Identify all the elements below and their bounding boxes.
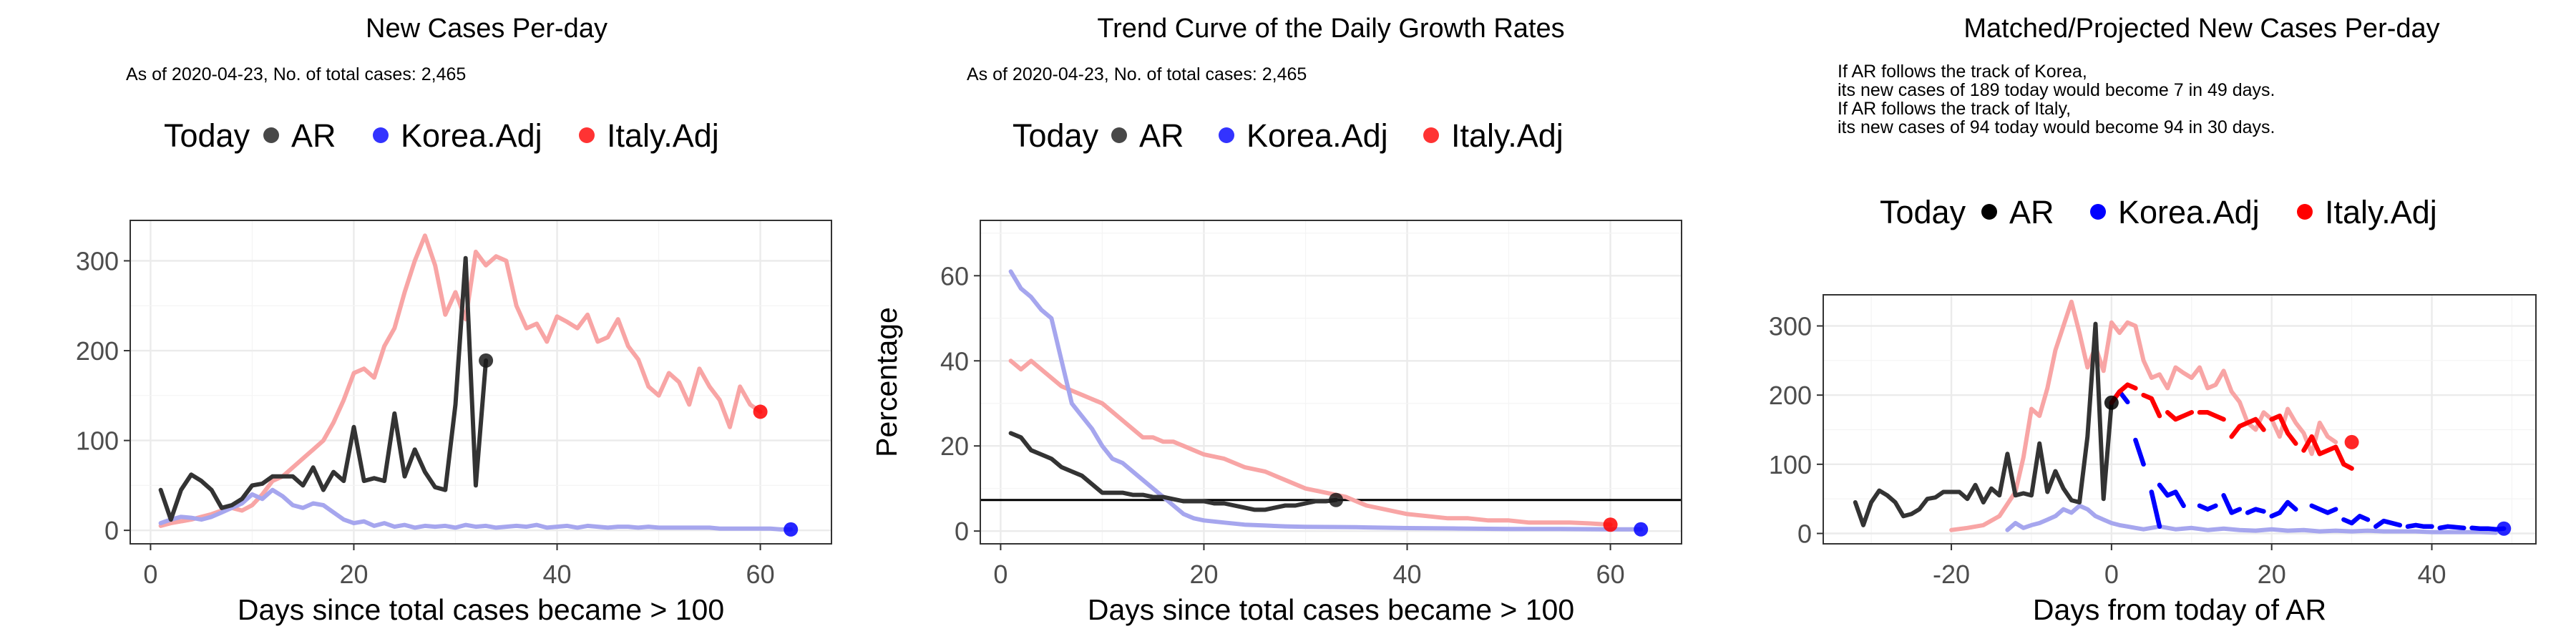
x-tick-label: 40 [2417, 560, 2446, 589]
chart-panel-2: Trend Curve of the Daily Growth Rates As … [870, 14, 1682, 626]
legend-key-marker [2297, 204, 2313, 220]
today-point-italy-adj [1604, 517, 1618, 532]
y-tick-label: 100 [76, 426, 119, 456]
today-point-italy-adj [2345, 435, 2359, 449]
y-tick-label: 20 [940, 431, 969, 461]
legend-entry-label: Korea.Adj [1246, 117, 1388, 154]
x-tick-label: 40 [542, 560, 571, 589]
x-axis-title: Days from today of AR [2033, 593, 2326, 626]
legend-entry-label: Italy.Adj [1451, 117, 1563, 154]
y-tick-label: 40 [940, 346, 969, 376]
x-tick-label: 0 [993, 560, 1008, 589]
series-line-korea-adj-projected [2408, 525, 2432, 527]
legend-entry-label: AR [291, 117, 336, 154]
today-point-korea-adj [2497, 522, 2511, 536]
today-point-italy-adj [753, 404, 768, 419]
chart-subtitle: As of 2020-04-23, No. of total cases: 2,… [126, 64, 466, 84]
x-tick-label: -20 [1933, 560, 1970, 589]
legend-entry-label: Korea.Adj [401, 117, 542, 154]
legend-key-marker [1423, 127, 1439, 143]
legend-title: Today [1013, 117, 1099, 154]
y-tick-label: 200 [1769, 381, 1812, 410]
chart-subtitle: If AR follows the track of Korea, [1838, 62, 2087, 82]
x-tick-label: 20 [339, 560, 368, 589]
x-tick-label: 0 [2104, 560, 2119, 589]
legend-key-marker [579, 127, 595, 143]
today-point-korea-adj [784, 522, 798, 537]
y-tick-label: 300 [1769, 312, 1812, 341]
x-tick-label: 60 [1596, 560, 1625, 589]
legend: Today AR Korea.Adj Italy.Adj [1880, 194, 2437, 230]
today-point-ar [1329, 493, 1343, 507]
y-axis-title: Percentage [870, 307, 903, 457]
legend-title: Today [1880, 194, 1966, 230]
chart-title: New Cases Per-day [366, 14, 608, 44]
y-tick-label: 0 [955, 517, 969, 546]
legend-key-marker [1219, 127, 1234, 143]
x-tick-label: 60 [746, 560, 775, 589]
today-point-ar [479, 353, 493, 368]
legend-entry-label: Italy.Adj [2325, 194, 2437, 230]
series-line-korea-adj-projected [2440, 527, 2464, 528]
today-point-ar [2104, 396, 2119, 410]
chart-panel-3: Matched/Projected New Cases Per-day If AR… [1769, 14, 2536, 626]
y-tick-label: 0 [1797, 519, 1812, 549]
legend-key-marker [1981, 204, 1997, 220]
legend-key-marker [263, 127, 279, 143]
x-axis-title: Days since total cases became > 100 [238, 593, 724, 626]
legend-entry-label: AR [2009, 194, 2054, 230]
x-tick-label: 20 [1189, 560, 1218, 589]
chart-subtitle: its new cases of 189 today would become … [1838, 80, 2275, 100]
legend-key-marker [1111, 127, 1127, 143]
today-point-korea-adj [1634, 522, 1648, 537]
chart-subtitle: its new cases of 94 today would become 9… [1838, 117, 2275, 137]
x-axis-title: Days since total cases became > 100 [1088, 593, 1574, 626]
legend-entry-label: Korea.Adj [2118, 194, 2260, 230]
legend: Today AR Korea.Adj Italy.Adj [164, 117, 719, 154]
y-tick-label: 300 [76, 247, 119, 276]
y-tick-label: 60 [940, 261, 969, 291]
x-tick-label: 20 [2258, 560, 2286, 589]
chart-subtitle: As of 2020-04-23, No. of total cases: 2,… [967, 64, 1307, 84]
panel-background [130, 220, 831, 544]
x-tick-label: 0 [143, 560, 157, 589]
legend-entry-label: AR [1139, 117, 1184, 154]
legend-key-marker [373, 127, 389, 143]
x-tick-label: 40 [1392, 560, 1421, 589]
chart-subtitle: If AR follows the track of Italy, [1838, 99, 2071, 119]
chart-panel-1: New Cases Per-day As of 2020-04-23, No. o… [76, 14, 831, 626]
chart-title: Matched/Projected New Cases Per-day [1963, 14, 2439, 44]
y-tick-label: 100 [1769, 450, 1812, 479]
legend-entry-label: Italy.Adj [607, 117, 719, 154]
y-tick-label: 0 [104, 516, 119, 545]
legend-key-marker [2090, 204, 2106, 220]
legend: Today AR Korea.Adj Italy.Adj [1013, 117, 1563, 154]
legend-title: Today [164, 117, 250, 154]
chart-title: Trend Curve of the Daily Growth Rates [1097, 14, 1564, 44]
y-tick-label: 200 [76, 336, 119, 366]
